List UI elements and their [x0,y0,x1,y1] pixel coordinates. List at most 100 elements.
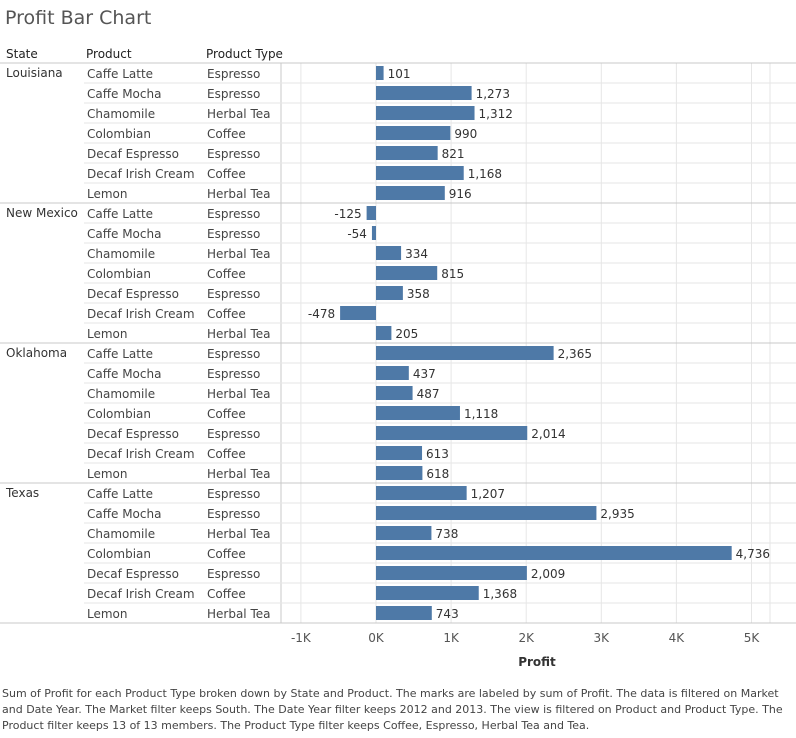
bar [376,586,479,600]
bar-value-label: 916 [449,187,472,201]
product-type-label: Espresso [207,507,260,521]
product-label: Chamomile [87,527,155,541]
bar-value-label: 1,273 [476,87,510,101]
bar [376,146,438,160]
product-label: Decaf Espresso [87,567,179,581]
product-label: Decaf Espresso [87,147,179,161]
bar-value-label: 2,014 [531,427,565,441]
profit-bar-chart: Louisiana Caffe Latte Espresso 101 Caffe Moc… [0,62,796,669]
product-label: Caffe Mocha [87,507,161,521]
x-tick-label: 2K [518,631,535,645]
product-label: Lemon [87,327,128,341]
product-type-label: Espresso [207,87,260,101]
product-label: Lemon [87,607,128,621]
bar [376,466,423,480]
bar-value-label: 990 [454,127,477,141]
product-type-label: Espresso [207,427,260,441]
bar-value-label: 437 [413,367,436,381]
product-label: Caffe Mocha [87,87,161,101]
product-label: Colombian [87,407,151,421]
bar [371,226,376,240]
product-label: Caffe Latte [87,67,153,81]
bar [376,606,432,620]
bar [376,166,464,180]
bar [376,506,597,520]
bar [376,566,527,580]
product-type-label: Coffee [207,407,246,421]
bar [376,366,409,380]
bar [376,386,413,400]
bar [376,326,392,340]
bar [366,206,376,220]
product-type-label: Coffee [207,127,246,141]
product-type-label: Espresso [207,287,260,301]
bar-value-label: 334 [405,247,428,261]
bar [376,86,472,100]
bar [376,246,402,260]
bar-value-label: -478 [308,307,335,321]
bar-value-label: 1,168 [468,167,502,181]
bar-value-label: 1,118 [464,407,498,421]
bar [376,546,732,560]
bar [376,426,528,440]
bar [376,346,554,360]
product-type-label: Coffee [207,447,246,461]
product-type-label: Coffee [207,267,246,281]
bar [376,286,403,300]
product-type-label: Coffee [207,587,246,601]
product-label: Chamomile [87,247,155,261]
bar-value-label: 821 [442,147,465,161]
x-tick-label: 0K [368,631,385,645]
product-label: Lemon [87,467,128,481]
bar-value-label: 1,368 [483,587,517,601]
product-label: Colombian [87,267,151,281]
bar [376,66,384,80]
product-type-label: Coffee [207,307,246,321]
product-type-label: Herbal Tea [207,387,271,401]
product-label: Decaf Irish Cream [87,167,195,181]
product-type-label: Herbal Tea [207,527,271,541]
state-label: Oklahoma [6,346,67,360]
x-axis-title: Profit [518,655,556,669]
chart-title: Profit Bar Chart [5,7,152,29]
bar [376,266,438,280]
bar-value-label: 1,207 [471,487,505,501]
bar-value-label: 4,736 [736,547,770,561]
product-label: Caffe Latte [87,207,153,221]
bar [376,186,445,200]
bar-value-label: 101 [388,67,411,81]
bar [376,526,432,540]
product-label: Caffe Mocha [87,367,161,381]
state-label: Louisiana [6,66,63,80]
state-label: Texas [5,486,39,500]
x-tick-label: 1K [443,631,460,645]
product-label: Decaf Espresso [87,427,179,441]
bar-value-label: 613 [426,447,449,461]
product-label: Decaf Irish Cream [87,447,195,461]
bar-value-label: 358 [407,287,430,301]
product-type-label: Coffee [207,547,246,561]
product-type-label: Espresso [207,487,260,501]
product-label: Decaf Irish Cream [87,307,195,321]
bar-value-label: 2,365 [558,347,592,361]
product-label: Lemon [87,187,128,201]
product-type-label: Coffee [207,167,246,181]
x-tick-label: 3K [594,631,611,645]
product-type-label: Espresso [207,227,260,241]
product-type-label: Herbal Tea [207,187,271,201]
bar-value-label: 205 [395,327,418,341]
header-product: Product [86,47,132,61]
product-type-label: Herbal Tea [207,607,271,621]
header-product-type: Product Type [206,47,283,61]
product-type-label: Herbal Tea [207,107,271,121]
bar-value-label: 743 [436,607,459,621]
bar [376,446,423,460]
bar-value-label: 618 [426,467,449,481]
product-type-label: Herbal Tea [207,327,271,341]
state-label: New Mexico [6,206,78,220]
bar-value-label: 738 [435,527,458,541]
product-type-label: Espresso [207,207,260,221]
bar-value-label: 815 [441,267,464,281]
bar [340,306,376,320]
product-label: Decaf Espresso [87,287,179,301]
